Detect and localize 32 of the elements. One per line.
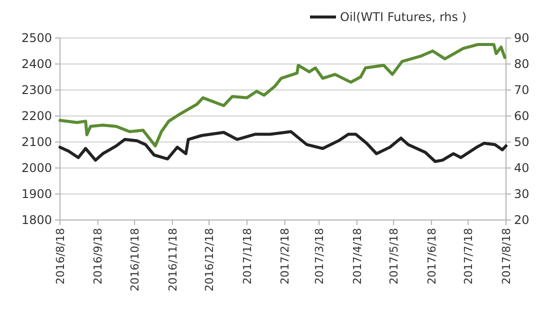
- y-tick-label: 1900: [21, 187, 52, 202]
- y-tick-label: 2200: [21, 109, 52, 124]
- x-tick-label: 2017/1/18: [240, 228, 254, 284]
- y2-tick-label: 60: [514, 109, 530, 124]
- x-tick-label: 2017/7/18: [462, 228, 475, 284]
- line-series: [58, 130, 508, 163]
- y2-tick-label: 90: [514, 31, 530, 46]
- y2-tick-label: 50: [514, 135, 530, 150]
- y2-tick-label: 40: [514, 161, 530, 176]
- x-tick-label: 2016/9/18: [92, 228, 105, 284]
- x-tick-label: 2016/10/18: [128, 228, 142, 292]
- x-tick-label: 2017/3/18: [312, 228, 326, 284]
- x-tick-label: 2017/2/18: [278, 228, 292, 284]
- x-tick-label: 2017/5/18: [387, 228, 400, 284]
- x-tick-label: 2017/4/18: [350, 228, 364, 284]
- y-tick-label: 2400: [21, 57, 52, 72]
- y2-tick-label: 20: [514, 213, 530, 228]
- x-tick-label: 2017/6/18: [425, 228, 438, 284]
- y2-tick-label: 80: [514, 57, 530, 72]
- x-tick-label: 2016/12/18: [202, 228, 216, 292]
- x-tick-label: 2017/8/18: [500, 228, 513, 284]
- line-series: [58, 43, 506, 148]
- y-tick-label: 2500: [21, 31, 52, 46]
- y2-tick-label: 70: [514, 83, 530, 98]
- y2-tick-label: 30: [514, 187, 530, 202]
- y-tick-label: 2300: [21, 83, 52, 98]
- y-tick-label: 2100: [21, 135, 52, 150]
- y-tick-label: 1800: [21, 213, 52, 228]
- x-tick-label: 2016/11/18: [166, 228, 180, 292]
- y-tick-label: 2000: [21, 161, 52, 176]
- legend-label: Oil(WTI Futures, rhs ): [340, 10, 467, 24]
- x-tick-label: 2016/8/18: [54, 228, 67, 284]
